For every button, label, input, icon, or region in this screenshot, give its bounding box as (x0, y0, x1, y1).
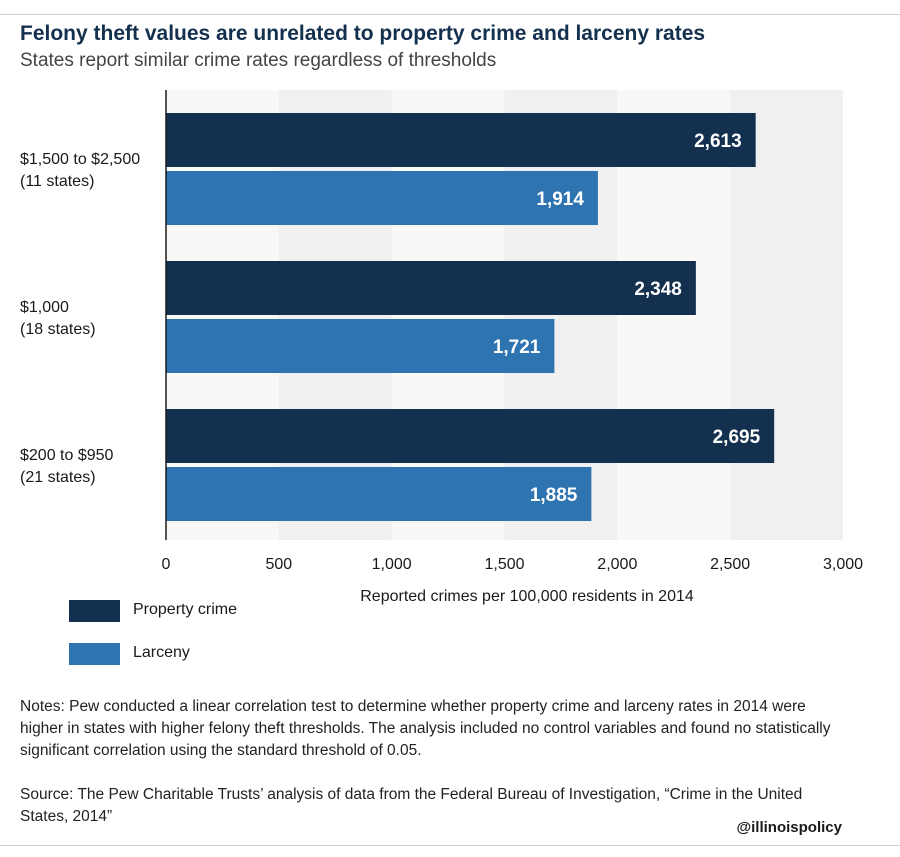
bar-value-label: 2,348 (634, 279, 682, 300)
bar-value-label: 1,885 (530, 485, 578, 506)
top-rule (0, 14, 900, 15)
category-sublabel: (11 states) (20, 173, 94, 190)
legend-swatch-larceny (69, 643, 120, 665)
category-sublabel: (21 states) (20, 469, 96, 486)
legend-label-larceny: Larceny (133, 644, 190, 661)
category-sublabel: (18 states) (20, 321, 96, 338)
bar-value-label: 1,914 (536, 189, 584, 210)
chart-title: Felony theft values are unrelated to pro… (20, 22, 706, 45)
x-axis-title: Reported crimes per 100,000 residents in… (360, 588, 694, 605)
source-text: Source: The Pew Charitable Trusts’ analy… (20, 786, 803, 825)
x-tick-label: 500 (265, 556, 292, 573)
x-tick-label: 3,000 (823, 556, 863, 573)
bar-chart: 2,613 1,914 $1,500 to $2,500 (11 states) 2,3… (20, 90, 863, 605)
bar-larceny (166, 171, 598, 225)
bar-property-crime (166, 409, 775, 463)
notes-text: Notes: Pew conducted a linear correlatio… (20, 698, 831, 759)
category-label: $1,000 (20, 299, 69, 316)
legend-label-property-crime: Property crime (133, 601, 238, 618)
bar-value-label: 2,695 (713, 427, 761, 448)
x-tick-label: 2,000 (597, 556, 637, 573)
bar-larceny (166, 319, 555, 373)
category-label: $1,500 to $2,500 (20, 151, 140, 168)
bar-property-crime (166, 113, 756, 167)
x-tick-label: 1,000 (372, 556, 412, 573)
bar-value-label: 2,613 (694, 131, 742, 152)
bottom-rule (0, 845, 900, 846)
x-tick-label: 0 (162, 556, 171, 573)
legend-swatch-property-crime (69, 600, 120, 622)
bar-value-label: 1,721 (493, 337, 541, 358)
bar-larceny (166, 467, 592, 521)
bar-property-crime (166, 261, 696, 315)
brand-handle: @illinoispolicy (736, 819, 842, 836)
x-tick-label: 1,500 (484, 556, 524, 573)
chart-subtitle: States report similar crime rates regard… (20, 50, 497, 71)
category-label: $200 to $950 (20, 447, 114, 464)
x-tick-label: 2,500 (710, 556, 750, 573)
